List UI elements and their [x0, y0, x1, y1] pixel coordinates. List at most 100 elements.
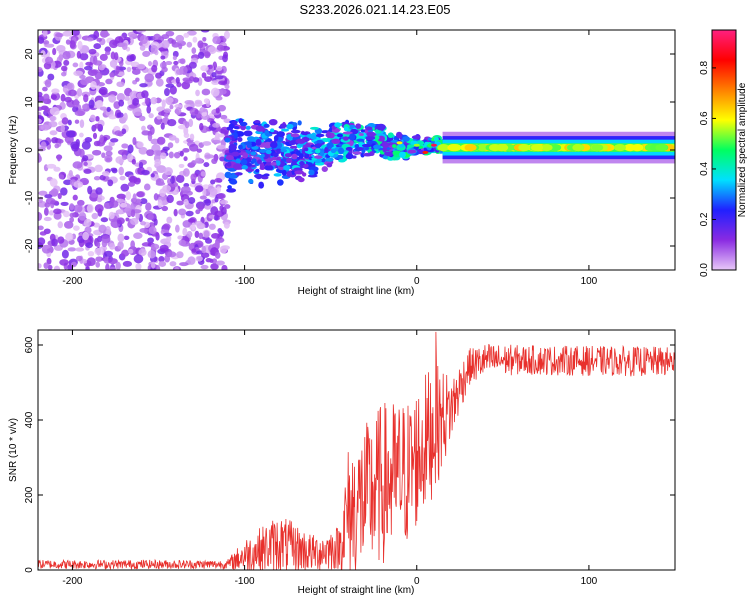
spectrogram-cell	[101, 171, 110, 177]
spectrogram-cell	[218, 80, 228, 86]
spectrogram-cell	[48, 210, 54, 216]
snr-y-tick-label: 400	[24, 411, 35, 428]
spectrogram-cell	[165, 83, 175, 88]
spectrogram-cell	[57, 221, 64, 229]
spectrogram-cell	[219, 245, 228, 254]
spectrogram-cell	[39, 231, 47, 236]
spectrogram-cell	[283, 164, 291, 171]
spectrogram-cell	[176, 200, 184, 206]
spectrogram-cell	[224, 204, 231, 209]
spectrogram-cell	[173, 208, 178, 217]
spectrogram-cell	[613, 144, 626, 152]
spectrogram-cell	[68, 169, 73, 177]
spectrogram-cell	[217, 228, 223, 234]
spectrogram-cell	[331, 138, 341, 145]
spectrogram-cell	[310, 135, 317, 140]
spectrogram-cell	[146, 149, 155, 157]
spectrogram-cell	[38, 237, 46, 246]
spectrogram-cell	[65, 232, 74, 242]
spectrogram-cell	[392, 150, 401, 155]
spectrogram-cell	[223, 221, 230, 229]
spectrogram-cell	[182, 148, 190, 153]
spectrogram-cell	[123, 235, 130, 240]
spectrogram-cell	[168, 134, 177, 141]
spectrogram-cell	[304, 147, 309, 152]
spectrogram-cell	[294, 170, 305, 175]
spectrogram-cell	[191, 47, 197, 55]
spectrogram-cell	[63, 220, 74, 229]
spectrogram-cell	[133, 232, 143, 240]
spectrogram-cell	[314, 155, 323, 159]
spectrogram-cell	[95, 256, 103, 262]
spectrogram-cell	[289, 145, 298, 149]
spectrogram-cell	[38, 106, 44, 111]
spectrogram-cell	[254, 120, 261, 124]
spectrogram-cell	[307, 174, 318, 178]
spectrogram-cell	[382, 141, 390, 149]
spectrogram-cell	[108, 114, 117, 120]
spectrogram-cell	[178, 208, 187, 216]
spectrogram-cell	[212, 122, 221, 128]
spectrogram-cell	[163, 167, 173, 176]
spectrogram-cell	[281, 169, 287, 176]
spectrogram-cell	[115, 261, 121, 270]
spectrogram-cell	[96, 37, 103, 42]
spectrogram-cell	[325, 157, 334, 162]
snr-y-label: SNR (10 * v/v)	[8, 418, 19, 482]
spectrogram-cell	[130, 240, 135, 250]
snr-frame	[37, 329, 676, 571]
spectrogram-cell	[62, 85, 68, 93]
spectrogram-cell	[73, 225, 80, 231]
spectrogram-cell	[216, 193, 226, 200]
spectrogram-cell	[211, 258, 218, 265]
spectrogram-cell	[291, 153, 298, 160]
spectrogram-cell	[263, 173, 270, 177]
spectrogram-cell	[176, 174, 185, 183]
spectrogram-cell	[79, 61, 84, 71]
spectrogram-y-tick-label: -20	[24, 238, 35, 253]
spectrogram-cell	[270, 128, 275, 133]
snr-plot: -200 -100 0 100 0 200 400 600 Height of straig…	[8, 329, 676, 596]
spectrogram-cell	[219, 205, 224, 212]
spectrogram-cells	[38, 30, 675, 270]
spectrogram-cell	[62, 30, 73, 37]
spectrogram-cell	[75, 247, 85, 252]
spectrogram-cell	[200, 252, 210, 258]
spectrogram-cell	[99, 53, 108, 61]
spectrogram-cell	[87, 251, 95, 257]
spectrogram-cell	[49, 107, 60, 116]
spectrogram-cell	[182, 220, 191, 228]
spectrogram-cell	[131, 68, 141, 75]
spectrogram-cell	[151, 64, 158, 73]
spectrogram-cell	[43, 262, 49, 269]
spectrogram-cell	[179, 66, 184, 75]
spectrogram-cell	[127, 144, 134, 154]
spectrogram-cell	[259, 148, 268, 153]
spectrogram-cell	[104, 51, 111, 56]
spectrogram-cell	[116, 93, 126, 102]
spectrogram-cell	[383, 151, 394, 157]
spectrogram-cell	[158, 111, 167, 116]
spectrogram-cell	[60, 201, 69, 207]
spectrogram-cell	[79, 132, 84, 138]
spectrogram-cell	[184, 121, 190, 129]
spectrogram-cell	[231, 120, 238, 125]
spectrogram-cell	[60, 124, 65, 133]
spectrogram-cell	[365, 135, 376, 141]
spectrogram-cell	[159, 188, 167, 198]
spectrogram-cell	[175, 77, 180, 84]
spectrogram-cell	[126, 66, 132, 73]
spectrogram-cell	[140, 198, 148, 205]
spectrogram-cell	[231, 151, 240, 157]
spectrogram-cell	[147, 250, 156, 259]
spectrogram-cell	[373, 144, 382, 150]
spectrogram-cell	[212, 36, 221, 45]
spectrogram-cell	[225, 154, 234, 161]
spectrogram-cell	[94, 71, 103, 80]
spectrogram-cell	[286, 123, 294, 130]
spectrogram-cell	[38, 263, 42, 269]
snr-x-tick-label: 100	[581, 576, 598, 587]
spectrogram-cell	[63, 179, 73, 186]
spectrogram-cell	[146, 81, 153, 86]
